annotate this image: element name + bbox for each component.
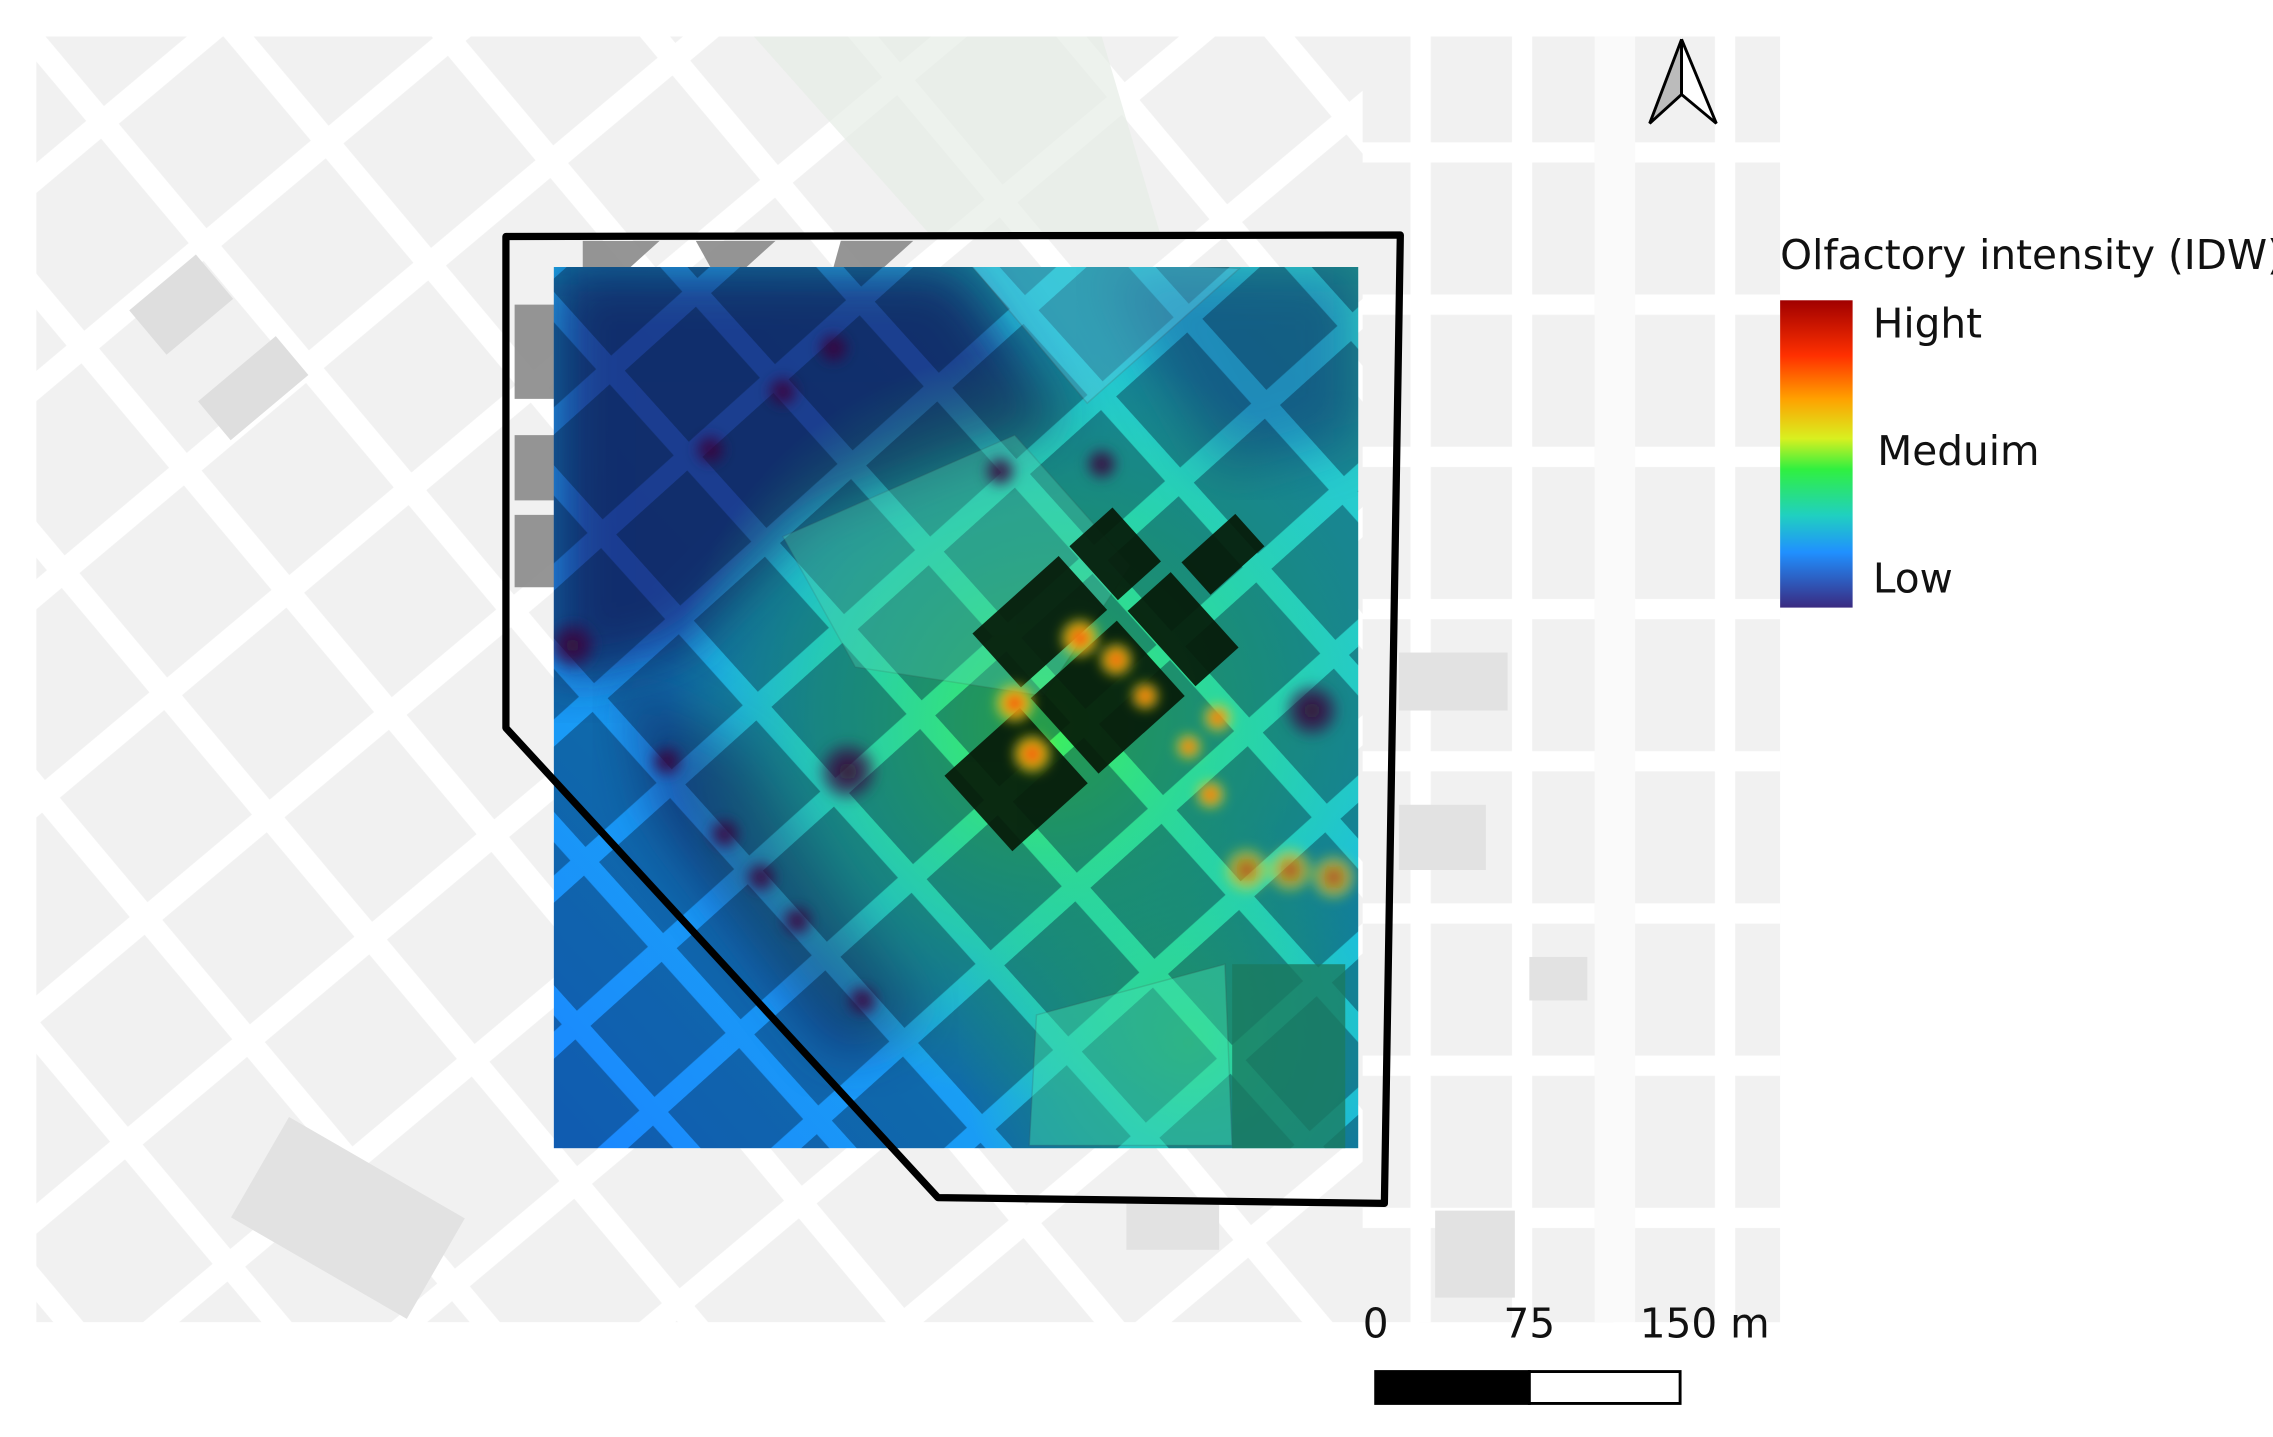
core-blocks [944, 507, 1265, 852]
scale-label: 150 m [1640, 1300, 1770, 1348]
study-boundary [502, 231, 1404, 1208]
legend-title: Olfactory intensity (IDW) [1780, 231, 2273, 279]
hotspots [553, 330, 1357, 1018]
scale-bar: 0 75 150 m [1363, 1300, 1770, 1405]
buildings [514, 240, 914, 588]
scale-label: 0 [1363, 1300, 1389, 1348]
legend: Olfactory intensity (IDW) Hight Meduim L… [1780, 231, 2273, 608]
legend-label: Meduim [1877, 427, 2039, 475]
legend-color-ramp [1780, 300, 1853, 608]
legend-label: Hight [1873, 299, 1982, 347]
legend-label: Low [1873, 555, 1953, 603]
scale-label: 75 [1504, 1300, 1556, 1348]
idw-raster [553, 266, 1359, 1149]
north-arrow [1648, 38, 1718, 125]
